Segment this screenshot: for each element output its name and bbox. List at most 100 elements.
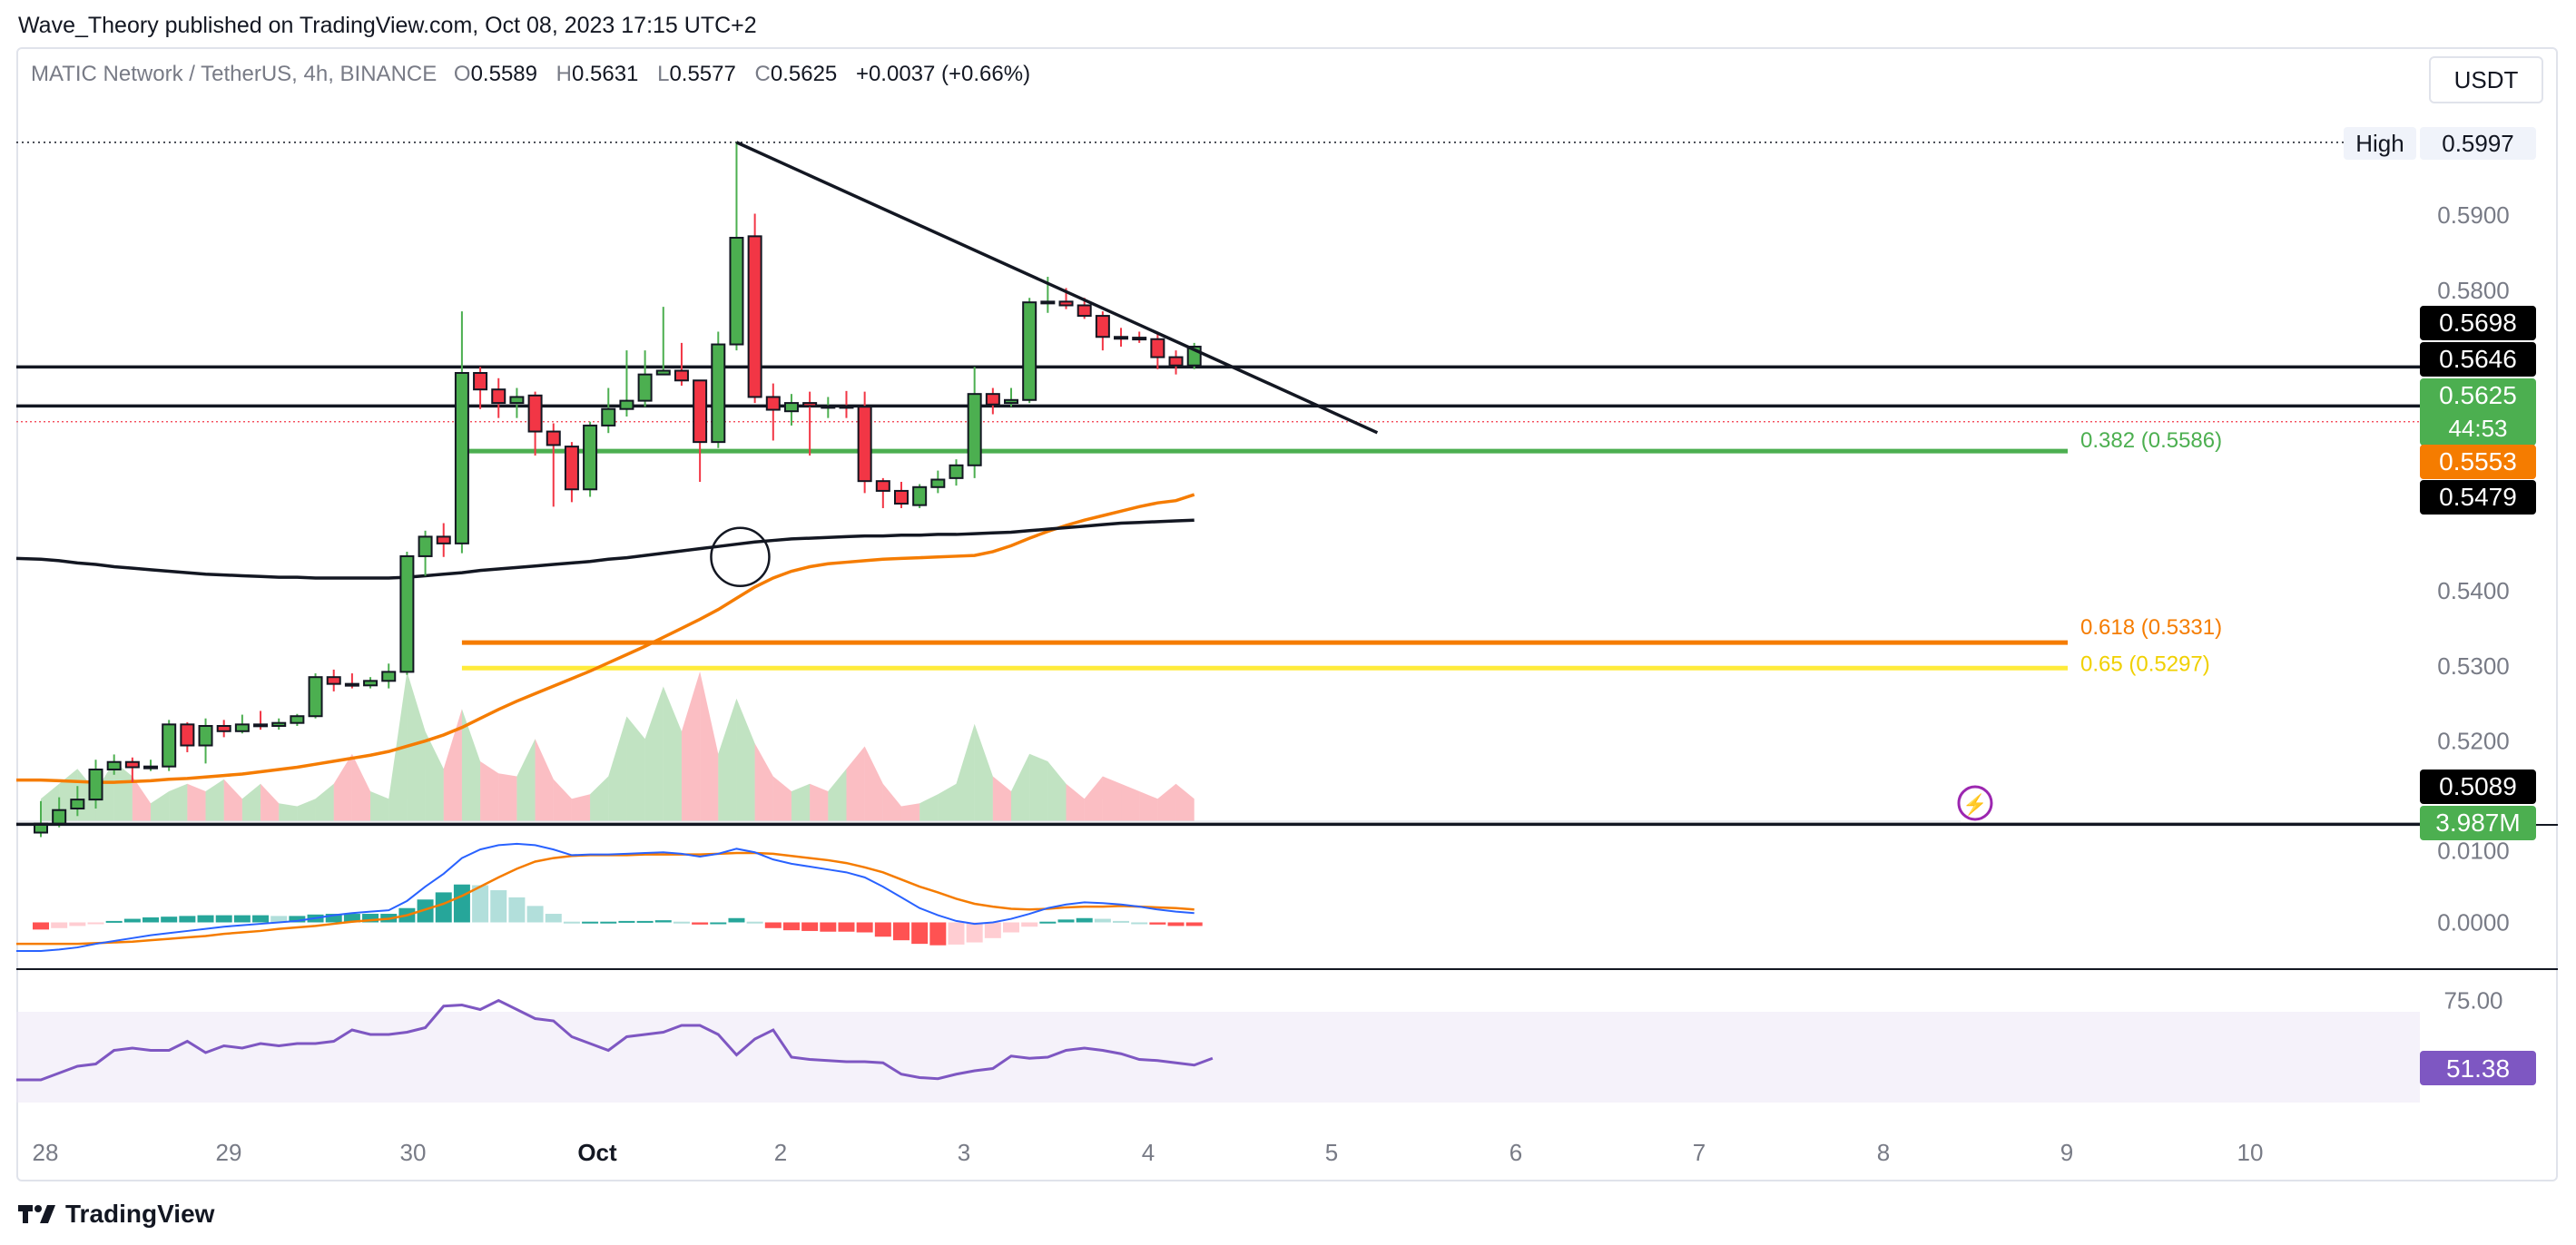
macd-histogram-bar [545, 914, 562, 923]
candle-body [473, 371, 488, 391]
candle-body [509, 396, 525, 405]
candle-body [216, 724, 231, 732]
candle-body [271, 721, 287, 727]
candle-body [655, 369, 671, 376]
candle-body [180, 723, 195, 747]
candle-body [124, 760, 140, 769]
volume-area [1011, 753, 1030, 821]
price-axis-label: 0.5900 [2437, 201, 2510, 229]
volume-area [736, 698, 755, 821]
candle-body [418, 535, 433, 557]
descending-trendline [735, 141, 1379, 435]
candle-body [747, 235, 762, 398]
candle-body [930, 478, 946, 488]
fib-0382-label: 0.382 (0.5586) [2080, 428, 2222, 453]
volume-area [113, 761, 133, 821]
volume-area [1047, 761, 1067, 821]
low-value: 0.5577 [669, 62, 736, 86]
macd-histogram-bar [1003, 922, 1020, 933]
price-badge [2420, 806, 2536, 840]
volume-area [956, 723, 975, 821]
lightning-icon-glyph: ⚡ [1962, 793, 1987, 817]
candle-body [637, 373, 653, 402]
high-tag-label: High [2355, 130, 2404, 157]
candle-body [1095, 315, 1110, 338]
symbol-name[interactable]: MATIC Network / TetherUS, 4h, BINANCE [31, 62, 438, 86]
volume-area [461, 709, 481, 821]
fib-levels: 0.382 (0.5586) 0.618 (0.5331) 0.65 (0.5297… [16, 142, 2424, 827]
price-axis-label: 0.5300 [2437, 652, 2510, 680]
macd-histogram-bar [508, 897, 526, 923]
macd-histogram-bar [343, 914, 360, 923]
volume-area [919, 794, 939, 821]
price-axis-label: 0.5800 [2437, 277, 2510, 304]
price-badge-text: 0.5625 [2439, 381, 2517, 409]
volume-area [297, 799, 316, 821]
publisher-line: Wave_Theory published on TradingView.com… [18, 13, 757, 38]
volume-area [480, 761, 499, 821]
volume-area [169, 783, 188, 821]
volume-area [1139, 791, 1158, 821]
price-badge [2420, 445, 2536, 479]
macd-histogram-bar [948, 922, 965, 945]
candle-body [290, 715, 305, 724]
volume-area [663, 686, 682, 821]
price-badge [2420, 480, 2536, 515]
volume-area [828, 769, 847, 821]
tradingview-logo-icon [18, 1205, 55, 1223]
macd-axis-label: 0.0100 [2437, 838, 2510, 865]
candle-body [88, 768, 103, 801]
currency-button[interactable]: USDT [2429, 56, 2543, 103]
volume-area [279, 803, 298, 821]
volume-area [443, 709, 462, 821]
time-axis-label: 6 [1509, 1139, 1522, 1166]
volume-area [1102, 776, 1122, 821]
volume-area [261, 783, 280, 821]
macd-histogram-bar [673, 921, 690, 924]
volume-area [223, 779, 242, 821]
candle-body [162, 723, 177, 768]
time-axis-label: 8 [1877, 1139, 1890, 1166]
volume-area [535, 739, 554, 821]
price-badge-text: 0.5698 [2439, 309, 2517, 337]
candle-body [1040, 300, 1056, 305]
candle-body [711, 343, 726, 444]
open-label: O [453, 62, 471, 86]
rsi-value-badge-text: 51.38 [2446, 1054, 2510, 1083]
volume-area [1066, 783, 1085, 821]
price-badge-text: 0.5646 [2439, 345, 2517, 373]
candle-body [70, 799, 85, 810]
candle-body [381, 671, 397, 682]
candle-body [1132, 337, 1147, 341]
macd-histogram-bar [636, 920, 654, 923]
macd-histogram-bar [874, 922, 891, 937]
candle-body [693, 379, 708, 444]
symbol-legend: MATIC Network / TetherUS, 4h, BINANCE O0… [31, 62, 1030, 87]
macd-histogram-bar [838, 922, 855, 932]
candle-body [765, 396, 781, 411]
macd-histogram-bar [105, 920, 123, 923]
candle-body [527, 394, 543, 433]
macd-histogram-bar [51, 922, 68, 928]
fib-065-label: 0.65 (0.5297) [2080, 652, 2210, 676]
candle-body [729, 237, 744, 346]
time-axis-label: 7 [1693, 1139, 1706, 1166]
candle-body [491, 388, 506, 405]
volume-area [1121, 783, 1140, 821]
volume-area [626, 716, 645, 821]
candle-body [1058, 300, 1074, 307]
volume-area [241, 783, 261, 821]
volume-area [315, 783, 334, 821]
macd-histogram-bar [252, 915, 270, 923]
candle-body [143, 765, 159, 770]
macd-histogram-bar [618, 920, 635, 923]
time-axis-label: 2 [774, 1139, 787, 1166]
candle-body [106, 760, 122, 770]
time-axis-label: 10 [2237, 1139, 2264, 1166]
candle-body [802, 402, 818, 407]
time-axis-label: 4 [1142, 1139, 1155, 1166]
volume-area [791, 783, 811, 821]
open-value: 0.5589 [470, 62, 537, 86]
candle-body [308, 676, 323, 718]
